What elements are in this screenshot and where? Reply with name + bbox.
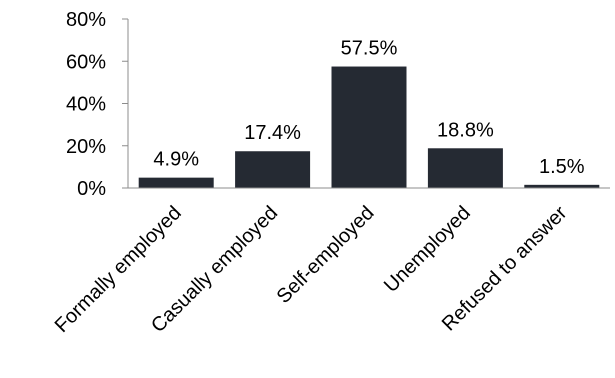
y-tick-label: 40%: [66, 94, 106, 116]
data-label: 18.8%: [437, 119, 494, 141]
bars: [138, 66, 600, 188]
bar: [524, 184, 600, 188]
bar: [138, 177, 214, 188]
y-tick-label: 20%: [66, 136, 106, 158]
data-label: 17.4%: [244, 122, 301, 144]
bar: [331, 66, 407, 188]
data-labels: 4.9% 17.4% 57.5% 18.8% 1.5%: [153, 38, 584, 178]
y-tick-label: 60%: [66, 51, 106, 73]
category-label: Unemployed: [380, 202, 475, 297]
bar: [235, 151, 311, 188]
data-label: 57.5%: [341, 38, 398, 60]
y-tick-label: 0%: [77, 178, 106, 200]
bar: [427, 148, 503, 188]
data-label: 4.9%: [153, 149, 199, 171]
y-axis: 0% 20% 40% 60% 80%: [66, 9, 129, 200]
category-label: Self-employed: [273, 202, 379, 308]
data-label: 1.5%: [539, 156, 585, 178]
y-tick-label: 80%: [66, 9, 106, 31]
